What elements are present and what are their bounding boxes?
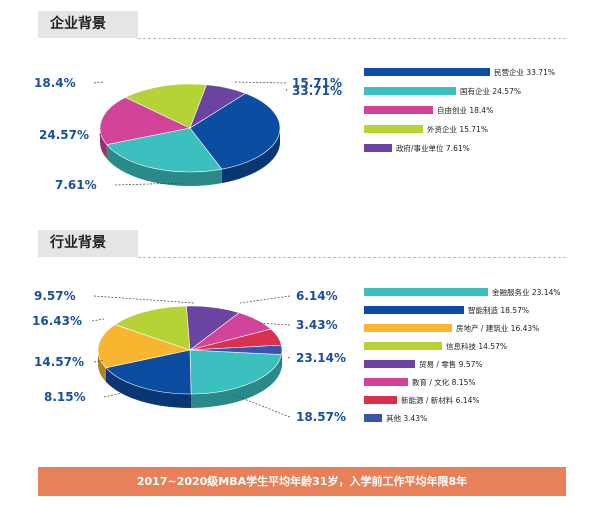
legend-bar — [364, 68, 490, 76]
legend-row: 教育 / 文化 8.15% — [364, 375, 476, 389]
enterprise-pie-chart — [93, 81, 288, 187]
pie-slice-信息科技 — [114, 305, 191, 351]
legend-bar — [364, 87, 456, 95]
leader-line-房地产 / 建筑业 — [91, 318, 105, 322]
pie-side-房地产 / 建筑业 — [98, 350, 106, 382]
pct-label: 18.57% — [296, 410, 346, 424]
legend-bar — [364, 144, 392, 152]
pct-label: 23.14% — [296, 351, 346, 365]
legend-bar — [364, 360, 415, 368]
legend-text: 新能源 / 新材料 6.14% — [401, 395, 480, 405]
industry-section-rule — [138, 257, 566, 258]
pct-label: 8.15% — [44, 390, 86, 404]
pie-slice-外资企业 — [124, 83, 207, 129]
leader-line-新能源 / 新材料 — [239, 295, 291, 304]
legend-row: 政府/事业单位 7.61% — [364, 141, 470, 155]
legend-bar — [364, 396, 397, 404]
pct-label: 7.61% — [55, 178, 97, 192]
leader-line-政府/事业单位 — [114, 182, 184, 186]
leader-line-外资企业 — [234, 81, 287, 84]
legend-row: 智能制造 18.57% — [364, 303, 529, 317]
pct-label: 6.14% — [296, 289, 338, 303]
pie-side-智能制造 — [105, 367, 192, 409]
legend-bar — [364, 306, 464, 314]
legend-row: 民营企业 33.71% — [364, 65, 555, 79]
leader-line-民营企业 — [285, 88, 288, 92]
legend-text: 自由创业 18.4% — [437, 105, 494, 115]
legend-row: 信息科技 14.57% — [364, 339, 507, 353]
leader-line-信息科技 — [93, 359, 105, 363]
legend-row: 贸易 / 零售 9.57% — [364, 357, 483, 371]
pct-label: 14.57% — [34, 355, 84, 369]
legend-row: 新能源 / 新材料 6.14% — [364, 393, 480, 407]
legend-row: 自由创业 18.4% — [364, 103, 493, 117]
pie-side-金融服务业 — [191, 354, 282, 408]
legend-text: 外资企业 15.71% — [427, 124, 488, 134]
legend-text: 智能制造 18.57% — [468, 305, 529, 315]
enterprise-section-rule — [138, 38, 566, 39]
legend-bar — [364, 288, 488, 296]
leader-line-智能制造 — [233, 394, 291, 418]
pie-side-国有企业 — [106, 144, 222, 187]
legend-row: 其他 3.43% — [364, 411, 427, 425]
leader-line-国有企业 — [98, 132, 104, 136]
leader-line-贸易 / 零售 — [93, 295, 195, 304]
legend-text: 金融服务业 23.14% — [492, 287, 561, 297]
legend-row: 金融服务业 23.14% — [364, 285, 560, 299]
pie-slice-民营企业 — [189, 92, 281, 170]
pie-slice-房地产 / 建筑业 — [97, 324, 192, 369]
pie-slice-自由创业 — [99, 97, 191, 145]
legend-text: 贸易 / 零售 9.57% — [419, 359, 483, 369]
pct-label: 18.4% — [34, 76, 76, 90]
legend-bar — [364, 324, 452, 332]
legend-text: 房地产 / 建筑业 16.43% — [456, 323, 540, 333]
pct-label: 9.57% — [34, 289, 76, 303]
legend-text: 民营企业 33.71% — [494, 67, 555, 77]
pie-slice-金融服务业 — [189, 349, 282, 395]
leader-line-金融服务业 — [286, 356, 291, 359]
leader-line-其他 — [257, 322, 291, 326]
legend-bar — [364, 378, 408, 386]
legend-text: 教育 / 文化 8.15% — [412, 377, 476, 387]
pct-label: 3.43% — [296, 318, 338, 332]
pie-slice-政府/事业单位 — [189, 84, 247, 129]
pct-label: 33.71% — [292, 84, 342, 98]
industry-pie-chart — [91, 295, 291, 418]
pie-slice-其他 — [189, 344, 283, 355]
leader-line-教育 / 文化 — [103, 391, 127, 398]
legend-bar — [364, 106, 433, 114]
legend-text: 其他 3.43% — [386, 413, 428, 423]
legend-row: 房地产 / 建筑业 16.43% — [364, 321, 539, 335]
legend-text: 信息科技 14.57% — [446, 341, 507, 351]
legend-row: 国有企业 24.57% — [364, 84, 521, 98]
footer-banner: 2017~2020级MBA学生平均年龄31岁，入学前工作平均年限8年 — [38, 467, 566, 496]
legend-row: 外资企业 15.71% — [364, 122, 488, 136]
pie-slice-智能制造 — [105, 349, 192, 395]
pct-label: 16.43% — [32, 314, 82, 328]
pct-label: 15.71% — [292, 76, 342, 90]
legend-text: 政府/事业单位 7.61% — [396, 143, 470, 153]
leader-line-自由创业 — [93, 81, 104, 84]
industry-section-header: 行业背景 — [38, 230, 138, 257]
pie-side-自由创业 — [100, 128, 107, 159]
pie-side-民营企业 — [221, 128, 280, 184]
legend-bar — [364, 414, 382, 422]
pct-label: 24.57% — [39, 128, 89, 142]
legend-bar — [364, 125, 423, 133]
legend-bar — [364, 342, 442, 350]
enterprise-section-header: 企业背景 — [38, 11, 138, 38]
legend-text: 国有企业 24.57% — [460, 86, 521, 96]
